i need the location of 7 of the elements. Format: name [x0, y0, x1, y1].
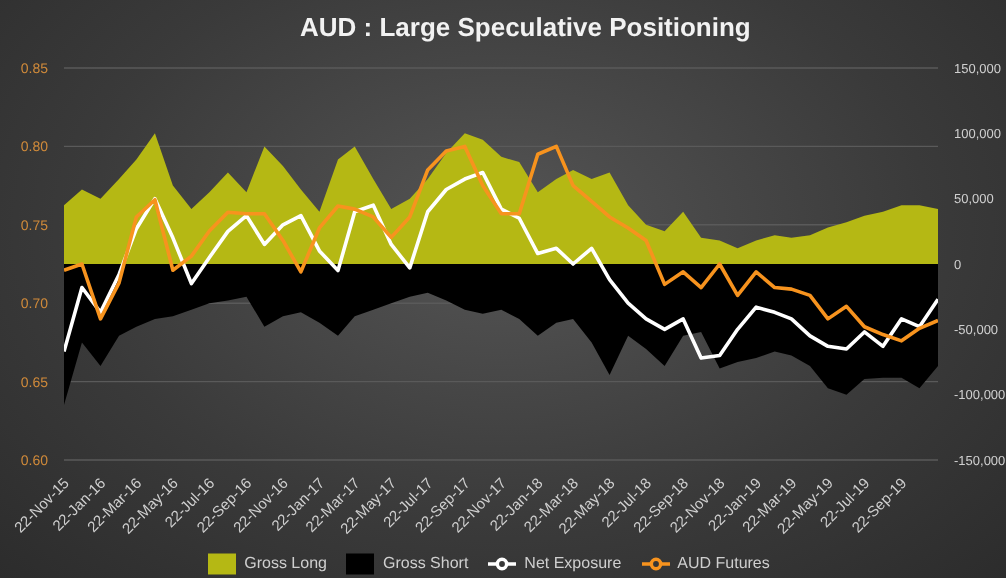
legend-label: Gross Long	[244, 554, 327, 573]
legend-label: Net Exposure	[524, 554, 622, 573]
legend-label: AUD Futures	[677, 554, 770, 573]
line-series	[64, 170, 938, 360]
chart-title: AUD : Large Speculative Positioning	[300, 12, 751, 42]
legend-label: Gross Short	[382, 554, 469, 573]
line-series	[64, 144, 938, 343]
